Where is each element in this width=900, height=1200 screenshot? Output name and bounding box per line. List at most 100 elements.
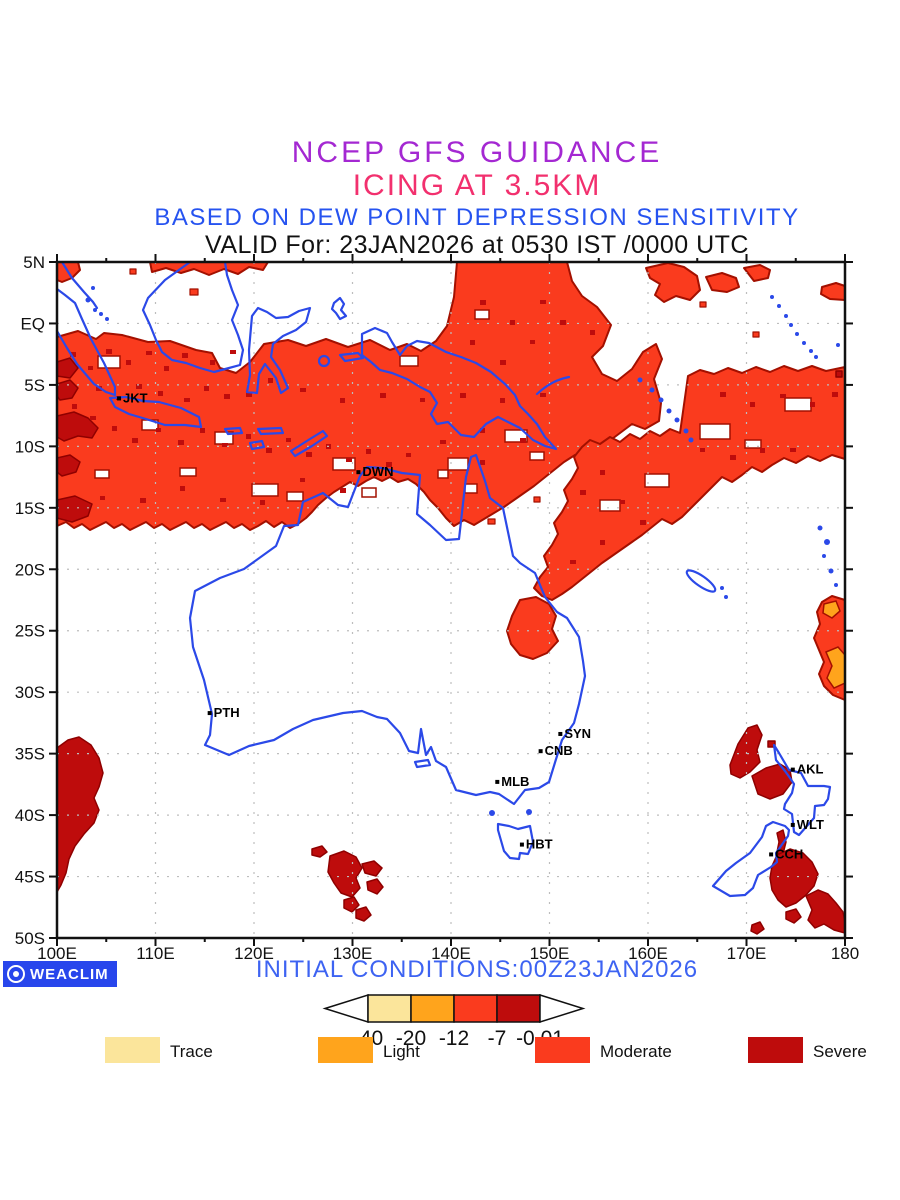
lon-tick-label: 170E (727, 944, 767, 963)
lat-tick-label: 15S (15, 499, 45, 518)
severe-region (56, 411, 99, 442)
lat-tick-label: 25S (15, 622, 45, 641)
coast-halmahera (330, 296, 348, 321)
station-marker (495, 779, 500, 784)
icing-speck (129, 268, 760, 525)
legend: Trace Light Moderate Severe (105, 1037, 867, 1063)
station-label: PTH (214, 705, 240, 720)
legend-swatch (748, 1037, 803, 1063)
weaclim-ring-icon (7, 965, 25, 983)
coast-malay-tip (60, 260, 99, 310)
severe-region (366, 878, 384, 895)
station-label: CNB (545, 743, 573, 758)
lat-tick-label: 5S (24, 376, 45, 395)
severe-region (56, 736, 104, 893)
station-marker (790, 822, 795, 827)
icing-region (705, 272, 740, 293)
severe-region (769, 848, 819, 908)
icing-light-region (825, 646, 846, 689)
station-label: MLB (501, 774, 529, 789)
station-marker (769, 852, 774, 857)
valid-time-line: VALID For: 23JAN2026 at 0530 IST /0000 U… (205, 231, 749, 259)
colorbar-cell (453, 994, 498, 1023)
station-label: DWN (362, 464, 393, 479)
station-marker (117, 396, 122, 401)
icing-severe-regions (56, 357, 846, 935)
lon-tick-label: 110E (136, 944, 174, 963)
initial-conditions-line: INITIAL CONDITIONS:00Z23JAN2026 (255, 956, 699, 983)
station-marker (356, 470, 361, 475)
legend-swatch (318, 1037, 373, 1063)
severe-region (355, 906, 372, 922)
station-label: CCH (775, 846, 803, 861)
icing-moderate-regions (56, 261, 846, 701)
map-frame (55, 260, 847, 940)
station-label: HBT (526, 837, 553, 852)
graticule (57, 262, 845, 938)
coast-sulawesi (245, 306, 312, 395)
sensitivity-line: BASED ON DEW POINT DEPRESSION SENSITIVIT… (154, 204, 800, 231)
page-subtitle: ICING AT 3.5KM (352, 169, 602, 202)
lat-tick-label: 50S (15, 929, 45, 948)
colorbar-cell (410, 994, 455, 1023)
coast-sumba (248, 439, 266, 451)
lon-tick-label: 180 (831, 944, 859, 963)
lat-tick-label: 35S (15, 745, 45, 764)
colorbar: -40-20-12-7-0.01 (322, 993, 586, 1050)
coast-tasmania (496, 822, 535, 861)
colorbar-value: -12 (439, 1027, 469, 1050)
icing-region (149, 261, 269, 276)
lon-tick-label: 150E (530, 944, 570, 963)
colorbar-value: -20 (396, 1027, 426, 1050)
coastlines (55, 260, 840, 898)
lon-tick-label: 100E (37, 944, 77, 963)
legend-swatch (535, 1037, 590, 1063)
coast-new-britain (535, 375, 571, 396)
lon-tick-label: 130E (333, 944, 373, 963)
coast-kangaroo-island (413, 758, 432, 769)
coast-sumatra (55, 287, 117, 397)
coast-australia (188, 453, 587, 806)
icing-region (645, 262, 701, 303)
lat-tick-label: 20S (15, 560, 45, 579)
severe-region (343, 896, 360, 913)
axis-labels: 100E 110E 120E 130E 140E 150E 160E 170E 180 5N EQ 5… (15, 253, 859, 963)
colorbar-cell (367, 994, 412, 1023)
coast-borneo (141, 260, 245, 374)
weaclim-logo: WEACLIM (3, 961, 117, 987)
coast-sumbawa (223, 426, 244, 436)
station-labels: JKT DWN PTH SYN CNB MLB HBT AKL WLT CCH (117, 390, 824, 861)
station-marker (519, 842, 524, 847)
colorbar-arrow-right (539, 993, 586, 1024)
station-label: JKT (123, 390, 148, 405)
lat-tick-label: 40S (15, 806, 45, 825)
legend-label: Moderate (600, 1042, 672, 1061)
legend-label: Light (383, 1042, 420, 1061)
station-label: AKL (797, 762, 824, 777)
lat-tick-label: EQ (20, 314, 45, 333)
legend-label: Severe (813, 1042, 867, 1061)
station-marker (538, 749, 543, 754)
severe-region (805, 889, 846, 934)
lon-tick-label: 140E (431, 944, 471, 963)
coast-buru (317, 354, 331, 368)
colorbar-arrow-left (322, 993, 369, 1024)
severe-region (361, 860, 383, 877)
coast-timor (289, 429, 329, 458)
axis-ticks (49, 254, 853, 946)
legend-swatch (105, 1037, 160, 1063)
lon-tick-label: 120E (234, 944, 274, 963)
coast-nz-north (772, 743, 832, 837)
severe-region (785, 908, 802, 924)
lat-tick-label: 30S (15, 683, 45, 702)
colorbar-cell (496, 994, 541, 1023)
severe-region (327, 850, 363, 898)
lat-tick-label: 5N (23, 253, 45, 272)
station-marker (558, 731, 563, 736)
icing-region (743, 264, 771, 282)
severe-region (729, 724, 763, 779)
icing-region (506, 596, 559, 660)
lon-tick-label: 160E (628, 944, 668, 963)
